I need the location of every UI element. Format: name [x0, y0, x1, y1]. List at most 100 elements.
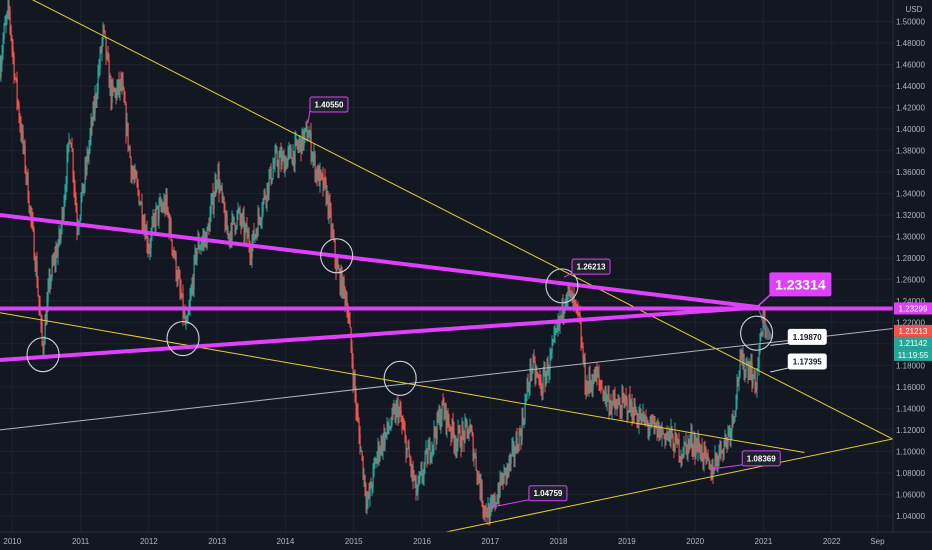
candle-body — [530, 364, 532, 374]
candle-body — [602, 389, 604, 399]
y-tick-label: 1.18000 — [896, 361, 925, 370]
candle-body — [545, 373, 547, 386]
trendline[interactable] — [0, 305, 761, 363]
price-label: 1.17395 — [793, 357, 822, 366]
candle-body — [253, 230, 255, 240]
candle-body — [532, 357, 534, 370]
candle-body — [3, 25, 5, 40]
trendline[interactable] — [0, 212, 761, 310]
candle-body — [539, 377, 541, 381]
candle-body — [328, 202, 330, 216]
candle-body — [404, 430, 406, 437]
y-tick-label: 1.30000 — [896, 232, 925, 241]
time-scale[interactable] — [0, 532, 932, 550]
candle-body — [465, 421, 467, 423]
candle-body — [544, 370, 546, 386]
candle-body — [357, 412, 359, 422]
trendline[interactable] — [0, 327, 901, 431]
candle-body — [381, 440, 383, 452]
candle-body — [571, 290, 573, 303]
candle-body — [171, 239, 173, 251]
candle-body — [449, 428, 451, 430]
candle-body — [585, 387, 587, 396]
candle-body — [281, 155, 283, 165]
axis-tag — [894, 348, 932, 361]
candle-body — [521, 416, 523, 441]
candle-body — [155, 207, 157, 227]
candle-body — [79, 215, 81, 224]
candle-body — [694, 441, 696, 455]
candle-body — [131, 173, 133, 177]
candle-body — [347, 313, 349, 317]
candle-body — [180, 289, 182, 298]
candle-body — [118, 80, 120, 91]
candle-body — [491, 502, 493, 505]
callout-label: 1.23314 — [775, 276, 826, 292]
candle-body — [128, 147, 130, 149]
candle-body — [633, 403, 635, 422]
candle-body — [367, 493, 369, 501]
candle-body — [685, 442, 687, 445]
candle-body — [342, 277, 344, 297]
candle-body — [459, 429, 461, 447]
candle-body — [240, 219, 242, 226]
candle-body — [153, 216, 155, 218]
trendline[interactable] — [0, 312, 805, 453]
candle-body — [393, 409, 395, 411]
highlight-circle — [545, 268, 579, 304]
price-scale[interactable] — [893, 0, 932, 532]
candle-body — [399, 410, 401, 412]
candle-body — [679, 458, 681, 460]
candle-body — [442, 400, 444, 406]
y-tick-label: 1.42000 — [896, 103, 925, 112]
candle-body — [627, 412, 629, 414]
candle-body — [389, 428, 391, 430]
candle-body — [647, 423, 649, 430]
candle-body — [197, 239, 199, 249]
candle-body — [50, 277, 52, 285]
candle-body — [184, 312, 186, 324]
y-tick-label: 1.04000 — [896, 512, 925, 521]
candle-body — [691, 432, 693, 448]
candle-body — [536, 372, 538, 374]
candle-body — [408, 446, 410, 458]
candle-body — [690, 432, 692, 441]
candle-body — [250, 255, 252, 259]
candle-body — [165, 194, 167, 211]
trendline[interactable] — [23, 0, 901, 444]
candle-body — [692, 447, 694, 451]
trendline[interactable] — [445, 436, 901, 533]
candle-body — [182, 293, 184, 317]
price-axis-tags: 1.23299 1.21213 1.21142 11:19:55 — [894, 302, 932, 361]
candle-body — [169, 220, 171, 233]
axis-tag-label: 1.23299 — [899, 304, 928, 313]
candle-body — [649, 426, 651, 429]
candle-body — [430, 456, 432, 459]
candle-body — [429, 442, 431, 459]
candle-body — [136, 178, 138, 184]
candle-body — [371, 487, 373, 489]
candle-body — [557, 318, 559, 329]
candle-body — [51, 261, 53, 278]
candle-body — [366, 500, 368, 504]
candle-body — [566, 299, 568, 301]
candle-body — [727, 431, 729, 444]
candle-body — [173, 251, 175, 258]
candle-body — [206, 227, 208, 248]
candle-body — [34, 259, 36, 270]
candle-body — [681, 455, 683, 457]
candle-body — [141, 202, 143, 223]
candle-body — [119, 80, 121, 91]
candle-body — [454, 443, 456, 446]
candle-body — [103, 25, 105, 31]
price-label-box — [571, 258, 611, 275]
candle-body — [481, 481, 483, 505]
candle-body — [547, 362, 549, 375]
candle-body — [497, 492, 499, 503]
candle-body — [361, 450, 363, 457]
y-tick-label: 1.50000 — [896, 17, 925, 26]
trendlines[interactable] — [0, 0, 901, 533]
candle-body — [641, 414, 643, 423]
candle-body — [630, 402, 632, 410]
